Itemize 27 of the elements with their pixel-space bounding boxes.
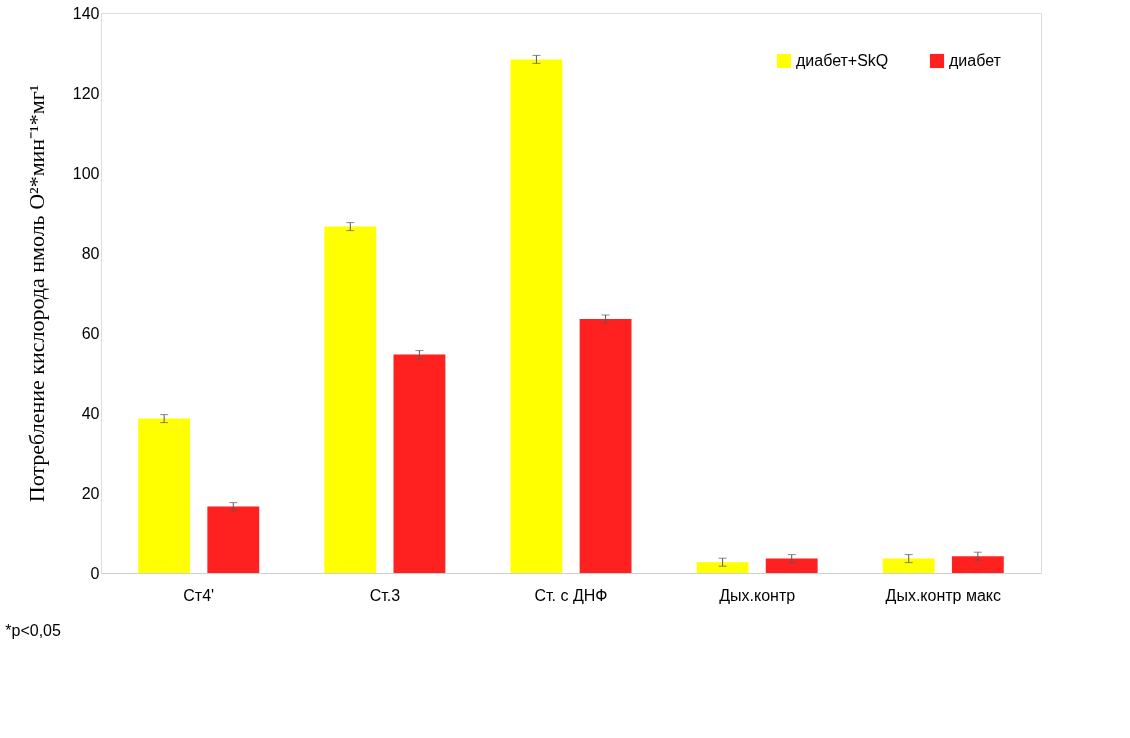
bar: [882, 558, 935, 573]
y-tick-label: 140: [72, 4, 100, 22]
x-tick-label: Дых.контр макс: [885, 586, 1001, 604]
x-tick-label: Дых.контр: [719, 586, 796, 604]
text: *p<0,05: [5, 622, 62, 639]
y-tick-label: 20: [81, 484, 100, 502]
y-tick-label: 120: [72, 84, 100, 102]
x-tick-label: Ст.3: [369, 586, 401, 604]
legend-label: диабет: [949, 52, 1002, 69]
y-tick-label: 40: [81, 404, 100, 422]
x-tick-label: Ст. с ДНФ: [534, 586, 608, 604]
legend-label: диабет+SkQ: [796, 52, 889, 69]
y-tick-label: 80: [81, 244, 100, 262]
y-tick-label: 0: [90, 564, 100, 582]
bar: [696, 562, 749, 573]
x-tick-label: Ст4': [183, 586, 215, 604]
bar: [207, 506, 260, 573]
y-axis-title: Потребление кислорода нмоль O²*мин⁻¹*мг¹: [23, 84, 49, 503]
bar: [393, 354, 446, 573]
bar: [951, 556, 1004, 573]
bar: [765, 558, 818, 573]
bar: [579, 319, 632, 573]
y-tick-label: 60: [81, 324, 100, 342]
bar: [510, 59, 563, 573]
bar: [324, 226, 377, 573]
y-tick-label: 100: [72, 164, 100, 182]
bar: [138, 418, 191, 573]
